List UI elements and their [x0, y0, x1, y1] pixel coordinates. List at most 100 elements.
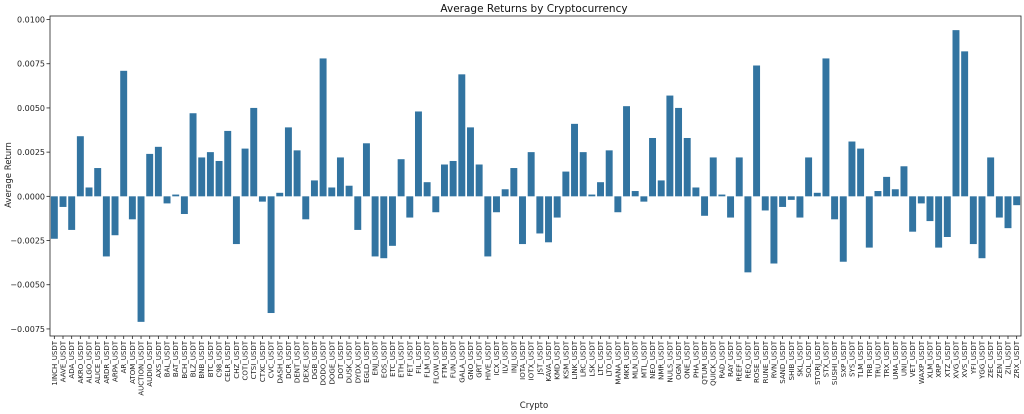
y-tick-label: −0.0050 [10, 281, 45, 290]
bar-waxp-usdt [917, 196, 925, 204]
x-tick-label: DOT_USDT [337, 340, 345, 379]
bar-fet-usdt [406, 196, 414, 218]
y-tick-label: −0.0025 [10, 237, 45, 246]
bar-axs-usdt [154, 146, 162, 197]
bar-jst-usdt [536, 196, 544, 234]
x-tick-label: VET_USDT [909, 340, 917, 377]
bar-one-usdt [683, 137, 691, 197]
x-tick-label: STX_USDT [822, 340, 830, 377]
y-tick-label: 0.0025 [17, 148, 45, 157]
bar-quick-usdt [709, 157, 717, 197]
bar-trx-usdt [883, 176, 891, 197]
x-tick-label: ONE_USDT [684, 340, 692, 379]
bar-ctxc-usdt [258, 196, 266, 202]
bar-eth-usdt [397, 159, 405, 197]
bar-doge-usdt [328, 187, 336, 197]
x-tick-label: SAND_USDT [779, 340, 787, 383]
bar-mana-usdt [614, 196, 622, 213]
y-tick-label: 0.0100 [17, 16, 45, 25]
bar-ardr-usdt [102, 196, 110, 257]
x-tick-label: NULS_USDT [666, 340, 674, 382]
bar-sys-usdt [848, 141, 856, 197]
x-tick-label: XTZ_USDT [944, 340, 952, 377]
x-tick-label: AUCTION_USDT [138, 340, 146, 395]
bar-trb-usdt [865, 196, 873, 248]
bar-bat-usdt [172, 194, 180, 197]
bar-tlm-usdt [857, 148, 865, 197]
bar-zen-usdt [995, 196, 1003, 218]
bar-fun-usdt [449, 160, 457, 197]
bar-algo-usdt [85, 187, 93, 197]
bar-dodo-usdt [319, 58, 327, 197]
x-tick-label: MLN_USDT [632, 340, 640, 379]
bar-ilv-usdt [501, 189, 509, 197]
bar-celr-usdt [224, 130, 232, 197]
bar-inj-usdt [510, 168, 518, 197]
x-tick-label: DYDX_USDT [354, 340, 362, 383]
x-tick-label: LRC_USDT [580, 340, 588, 377]
x-tick-label: KAVA_USDT [545, 340, 553, 381]
x-tick-label: SXP_USDT [840, 340, 848, 377]
bar-mkr-usdt [623, 106, 630, 197]
x-tick-label: BLZ_USDT [190, 340, 198, 377]
bar-etc-usdt [388, 196, 396, 246]
x-tick-label: HIVE_USDT [484, 340, 492, 380]
x-tick-label: COTI_USDT [242, 340, 250, 380]
x-tick-label: ZEC_USDT [987, 340, 995, 378]
bar-zrx-usdt [1013, 196, 1021, 206]
bar-rose-usdt [753, 65, 761, 197]
bar-sushi-usdt [831, 196, 839, 220]
x-axis-label: Crypto [520, 401, 548, 411]
bar-fil-usdt [414, 111, 422, 197]
y-axis-label: Average Return [4, 142, 14, 208]
x-tick-label: ENJ_USDT [372, 340, 380, 375]
bar-neo-usdt [649, 137, 657, 197]
bar-iota-usdt [519, 196, 526, 245]
bar-akro-usdt [76, 136, 84, 197]
x-tick-label: LTO_USDT [606, 340, 614, 376]
x-tick-label: ALGO_USDT [86, 340, 94, 383]
bar-ksm-usdt [562, 171, 570, 197]
bar-xlm-usdt [926, 196, 934, 222]
bar-enj-usdt [371, 196, 379, 257]
bar-sxp-usdt [839, 196, 847, 262]
x-tick-label: TLM_USDT [857, 340, 865, 379]
x-tick-label: QUICK_USDT [710, 340, 718, 386]
y-tick-label: 0.0075 [17, 60, 45, 69]
x-tick-label: CHZ_USDT [233, 340, 241, 378]
x-tick-label: FUN_USDT [450, 340, 458, 378]
x-tick-label: DEXE_USDT [302, 340, 310, 382]
x-tick-label: UMA_USDT [892, 340, 900, 379]
bar-uni-usdt [900, 166, 908, 197]
bar-bal-usdt [163, 196, 171, 204]
bar-gno-usdt [467, 127, 474, 197]
x-tick-label: KMD_USDT [554, 340, 562, 379]
x-tick-label: EOS_USDT [380, 340, 388, 378]
bar-pha-usdt [692, 187, 700, 197]
bar-xrp-usdt [935, 196, 943, 248]
bar-dot-usdt [336, 157, 344, 197]
bar-egld-usdt [362, 143, 370, 197]
bar-iotx-usdt [527, 152, 535, 197]
x-tick-label: TRX_USDT [883, 340, 891, 378]
bar-bnb-usdt [198, 157, 206, 197]
x-tick-label: RVN_USDT [770, 340, 778, 378]
x-tick-label: TRU_USDT [874, 340, 882, 379]
bar-dgb-usdt [310, 180, 318, 197]
bar-lto-usdt [605, 150, 613, 197]
y-ticks-group: −0.0075 −0.0050 −0.0025 0.0000 0.0025 0.0050 0… [10, 16, 50, 334]
x-tick-label: SUSHI_USDT [831, 340, 839, 385]
x-tick-label: RAD_USDT [718, 340, 726, 378]
bar-btc-usdt [206, 152, 214, 197]
bar-rune-usdt [761, 196, 769, 211]
x-tick-label: YFI_USDT [970, 340, 978, 375]
bar-nuls-usdt [666, 95, 674, 197]
bars-group [50, 30, 1021, 322]
x-tick-label: INJ_USDT [510, 340, 518, 373]
x-tick-label: FLOW_USDT [432, 340, 440, 384]
bar-ctsi-usdt [250, 107, 258, 197]
chart-title: Average Returns by Cryptocurrency [440, 3, 627, 15]
bar-zec-usdt [987, 157, 995, 197]
x-tick-label: FLM_USDT [424, 340, 432, 377]
